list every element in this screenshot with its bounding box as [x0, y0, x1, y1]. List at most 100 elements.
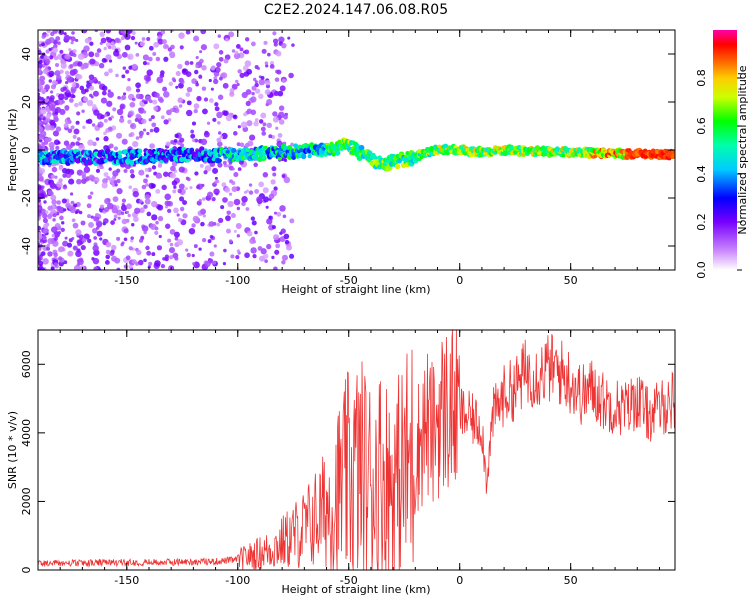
spectrogram-x-tick-label: -50 — [340, 274, 358, 287]
spectrogram-noise-cell — [101, 85, 108, 92]
colorbar-tick-label: 0.4 — [695, 165, 708, 183]
spectrogram-noise-cell — [81, 178, 87, 184]
spectrogram-noise-cell — [145, 174, 149, 178]
spectrogram-noise-cell — [153, 106, 159, 111]
spectrogram-noise-cell — [120, 36, 125, 41]
spectrogram-noise-cell — [52, 218, 56, 222]
spectrogram-noise-cell — [218, 217, 224, 224]
spectrogram-noise-cell — [38, 257, 41, 263]
spectrogram-noise-cell — [264, 259, 268, 263]
spectrogram-noise-cell — [105, 249, 111, 255]
spectrogram-noise-cell — [200, 30, 207, 35]
spectrogram-noise-cell — [179, 45, 184, 50]
spectrogram-noise-cell — [155, 188, 161, 194]
spectrogram-noise-cell — [92, 257, 100, 265]
spectrogram-noise-cell — [95, 137, 100, 141]
spectrogram-noise-cell — [96, 230, 103, 237]
spectrogram-noise-cell — [38, 205, 43, 212]
spectrogram-noise-cell — [103, 136, 109, 142]
spectrogram-ridge-cell — [88, 150, 92, 154]
spectrogram-noise-cell — [51, 233, 56, 238]
spectrogram-noise-cell — [121, 138, 128, 145]
spectrogram-noise-cell — [68, 48, 72, 52]
spectrogram-noise-cell — [237, 167, 242, 171]
spectrogram-noise-cell — [44, 137, 49, 142]
spectrogram-noise-cell — [62, 240, 69, 247]
spectrogram-noise-cell — [38, 260, 44, 266]
spectrogram-noise-cell — [93, 266, 98, 270]
spectrogram-noise-cell — [121, 218, 128, 225]
spectrogram-noise-cell — [63, 34, 71, 42]
spectrogram-noise-cell — [227, 200, 234, 208]
spectrogram-noise-cell — [277, 90, 284, 97]
spectrogram-x-tick-label: -100 — [225, 274, 250, 287]
spectrogram-noise-cell — [230, 213, 236, 219]
spectrogram-noise-cell — [261, 48, 267, 54]
spectrogram-noise-cell — [48, 79, 52, 83]
spectrogram-noise-cell — [214, 102, 219, 107]
spectrogram-noise-cell — [231, 49, 236, 53]
spectrogram-noise-cell — [70, 125, 75, 130]
spectrogram-noise-cell — [273, 234, 280, 241]
spectrogram-noise-cell — [92, 227, 98, 234]
spectrogram-noise-cell — [182, 189, 186, 194]
spectrogram-noise-cell — [138, 130, 144, 136]
spectrogram-noise-cell — [66, 242, 73, 248]
spectrogram-noise-cell — [131, 259, 137, 265]
spectrogram-noise-cell — [248, 190, 254, 195]
spectrogram-noise-cell — [39, 75, 46, 82]
spectrogram-noise-cell — [106, 37, 112, 43]
spectrogram-noise-cell — [179, 206, 185, 212]
spectrogram-noise-cell — [42, 218, 48, 224]
spectrogram-noise-cell — [217, 162, 223, 168]
spectrogram-noise-cell — [220, 72, 228, 79]
spectrogram-noise-cell — [145, 245, 150, 251]
spectrogram-noise-cell — [242, 65, 249, 71]
snr-y-axis-label: SNR (10 * v/v) — [6, 411, 19, 489]
spectrogram-noise-cell — [95, 226, 100, 230]
spectrogram-noise-cell — [72, 49, 77, 54]
spectrogram-noise-cell — [148, 261, 153, 266]
spectrogram-noise-cell — [254, 82, 259, 88]
spectrogram-noise-cell — [203, 170, 208, 175]
spectrogram-noise-cell — [178, 104, 183, 108]
spectrogram-noise-cell — [94, 61, 100, 67]
spectrogram-noise-cell — [236, 206, 241, 211]
spectrogram-noise-cell — [130, 124, 134, 128]
spectrogram-noise-cell — [38, 209, 42, 214]
spectrogram-noise-cell — [236, 142, 241, 147]
spectrogram-noise-cell — [266, 99, 273, 106]
spectrogram-noise-cell — [177, 188, 182, 194]
spectrogram-noise-cell — [148, 118, 152, 122]
spectrogram-noise-cell — [125, 86, 132, 92]
spectrogram-noise-cell — [75, 141, 80, 146]
spectrogram-noise-cell — [264, 79, 271, 86]
spectrogram-noise-cell — [105, 241, 112, 248]
spectrogram-y-tick-label: -40 — [20, 237, 33, 255]
spectrogram-noise-cell — [128, 185, 133, 190]
spectrogram-noise-cell — [253, 121, 259, 127]
spectrogram-noise-cell — [95, 213, 100, 218]
spectrogram-noise-cell — [148, 99, 153, 104]
spectrogram-noise-cell — [66, 144, 72, 150]
spectrogram-noise-cell — [217, 34, 221, 38]
spectrogram-noise-cell — [163, 171, 169, 177]
spectrogram-noise-cell — [232, 131, 238, 136]
spectrogram-noise-cell — [195, 64, 199, 69]
spectrogram-noise-cell — [44, 84, 50, 90]
spectrogram-noise-cell — [262, 187, 269, 194]
spectrogram-noise-cell — [186, 252, 191, 258]
spectrogram-noise-cell — [52, 47, 58, 53]
spectrogram-noise-cell — [266, 218, 273, 225]
spectrogram-noise-cell — [175, 85, 179, 89]
spectrogram-noise-cell — [54, 70, 61, 77]
spectrogram-noise-cell — [72, 61, 78, 67]
spectrogram-noise-cell — [64, 96, 69, 101]
spectrogram-noise-cell — [128, 246, 133, 251]
spectrogram-noise-cell — [78, 144, 85, 151]
spectrogram-noise-cell — [233, 52, 241, 60]
spectrogram-noise-cell — [71, 82, 77, 88]
spectrogram-noise-cell — [154, 92, 160, 98]
spectrogram-noise-cell — [251, 91, 255, 96]
spectrogram-noise-cell — [50, 266, 55, 270]
